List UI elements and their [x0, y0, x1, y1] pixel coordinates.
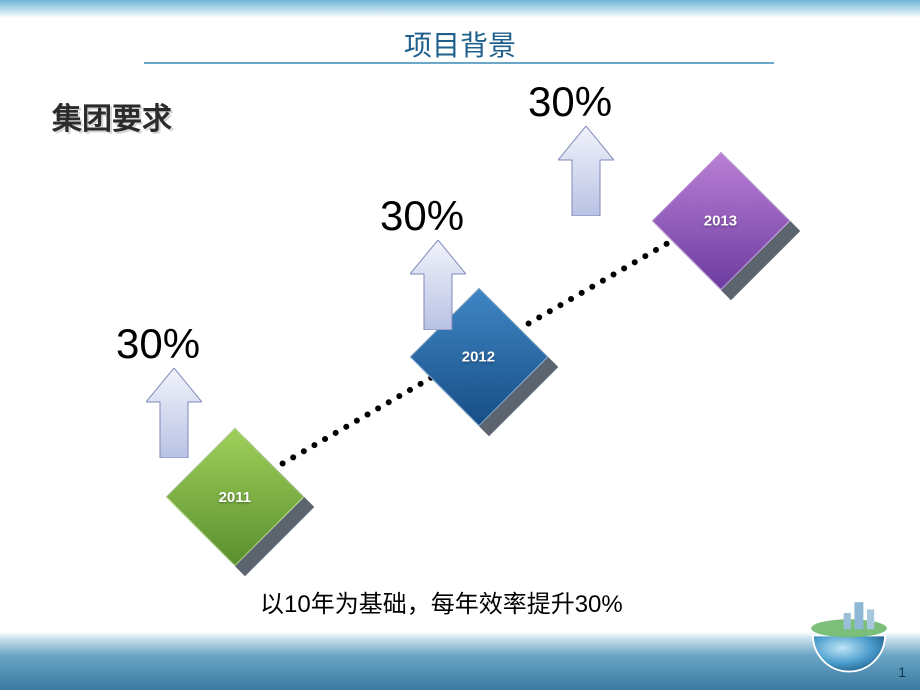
slide: 项目背景 集团要求 2011 2012 2013: [0, 0, 920, 690]
up-arrow-icon-2: [410, 240, 466, 330]
up-arrow-icon-1: [146, 368, 202, 458]
dotted-connector-2: [525, 227, 693, 327]
top-gradient-band: [0, 0, 920, 18]
bottom-sea-band: [0, 632, 920, 690]
page-number: 1: [898, 664, 906, 680]
diamond-label-2013: 2013: [704, 213, 737, 230]
diamond-label-2012: 2012: [462, 349, 495, 366]
subtitle: 集团要求: [52, 94, 172, 138]
percent-label-1: 30%: [116, 320, 200, 368]
title-underline: [144, 62, 774, 64]
dotted-connector-1: [279, 367, 447, 467]
globe-icon: [804, 586, 894, 676]
percent-label-3: 30%: [528, 78, 612, 126]
up-arrow-icon-3: [558, 126, 614, 216]
footer-caption: 以10年为基础，每年效率提升30%: [260, 584, 623, 619]
diamond-label-2011: 2011: [219, 488, 252, 505]
page-title: 项目背景: [0, 24, 920, 64]
percent-label-2: 30%: [380, 192, 464, 240]
